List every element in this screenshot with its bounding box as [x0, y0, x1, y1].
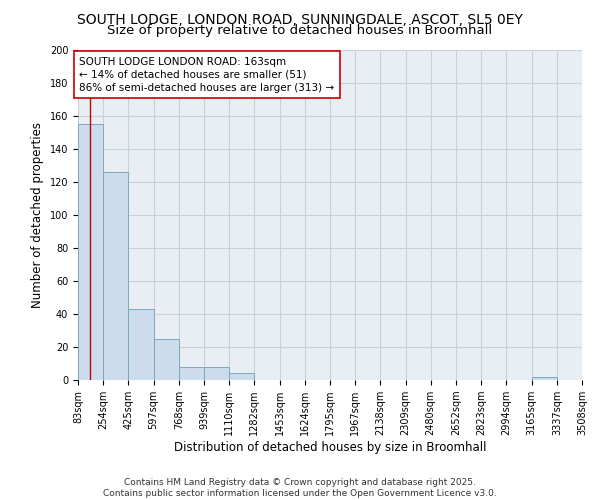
Bar [179, 367, 204, 380]
Bar [229, 374, 254, 380]
Y-axis label: Number of detached properties: Number of detached properties [31, 122, 44, 308]
X-axis label: Distribution of detached houses by size in Broomhall: Distribution of detached houses by size … [174, 441, 486, 454]
Bar [103, 172, 128, 380]
Bar [128, 309, 154, 380]
Text: SOUTH LODGE LONDON ROAD: 163sqm
← 14% of detached houses are smaller (51)
86% of: SOUTH LODGE LONDON ROAD: 163sqm ← 14% of… [79, 56, 335, 93]
Bar [532, 376, 557, 380]
Bar [78, 124, 103, 380]
Text: Size of property relative to detached houses in Broomhall: Size of property relative to detached ho… [107, 24, 493, 37]
Text: SOUTH LODGE, LONDON ROAD, SUNNINGDALE, ASCOT, SL5 0EY: SOUTH LODGE, LONDON ROAD, SUNNINGDALE, A… [77, 12, 523, 26]
Bar [204, 367, 229, 380]
Bar [154, 339, 179, 380]
Text: Contains HM Land Registry data © Crown copyright and database right 2025.
Contai: Contains HM Land Registry data © Crown c… [103, 478, 497, 498]
